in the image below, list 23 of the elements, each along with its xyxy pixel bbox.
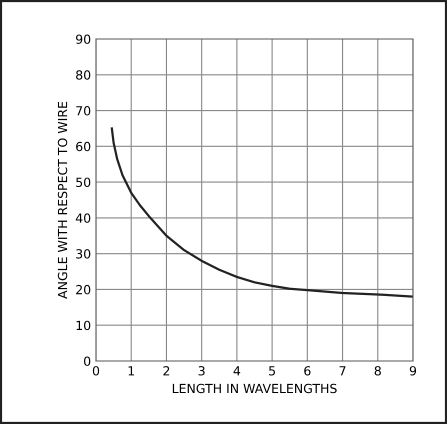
x-tick-label: 0 [92, 366, 100, 376]
y-tick-label: 20 [76, 284, 90, 294]
y-tick-label: 30 [76, 249, 90, 259]
x-tick-label: 7 [340, 366, 346, 376]
y-tick-label: 0 [84, 356, 90, 366]
x-tick-label: 4 [234, 366, 240, 376]
y-tick-label: 40 [76, 213, 90, 223]
y-tick-label: 80 [76, 70, 90, 80]
x-tick-label: 9 [410, 366, 416, 376]
x-tick-label: 8 [374, 366, 381, 376]
y-axis-title: ANGLE WITH RESPECT TO WIRE [58, 102, 68, 299]
y-tick-label: 50 [76, 178, 90, 188]
y-tick-label: 60 [76, 142, 90, 152]
y-tick-label: 90 [76, 34, 90, 44]
x-tick-label: 1 [128, 366, 134, 376]
x-tick-label: 5 [269, 366, 275, 376]
y-tick-label: 70 [76, 106, 90, 116]
x-tick-label: 3 [198, 366, 205, 376]
x-tick-label: 2 [163, 366, 170, 376]
x-tick-label: 6 [304, 366, 311, 376]
x-axis-title: LENGTH IN WAVELENGTHS [172, 384, 337, 394]
y-tick-label: 10 [76, 320, 90, 330]
line-series [110, 127, 413, 298]
